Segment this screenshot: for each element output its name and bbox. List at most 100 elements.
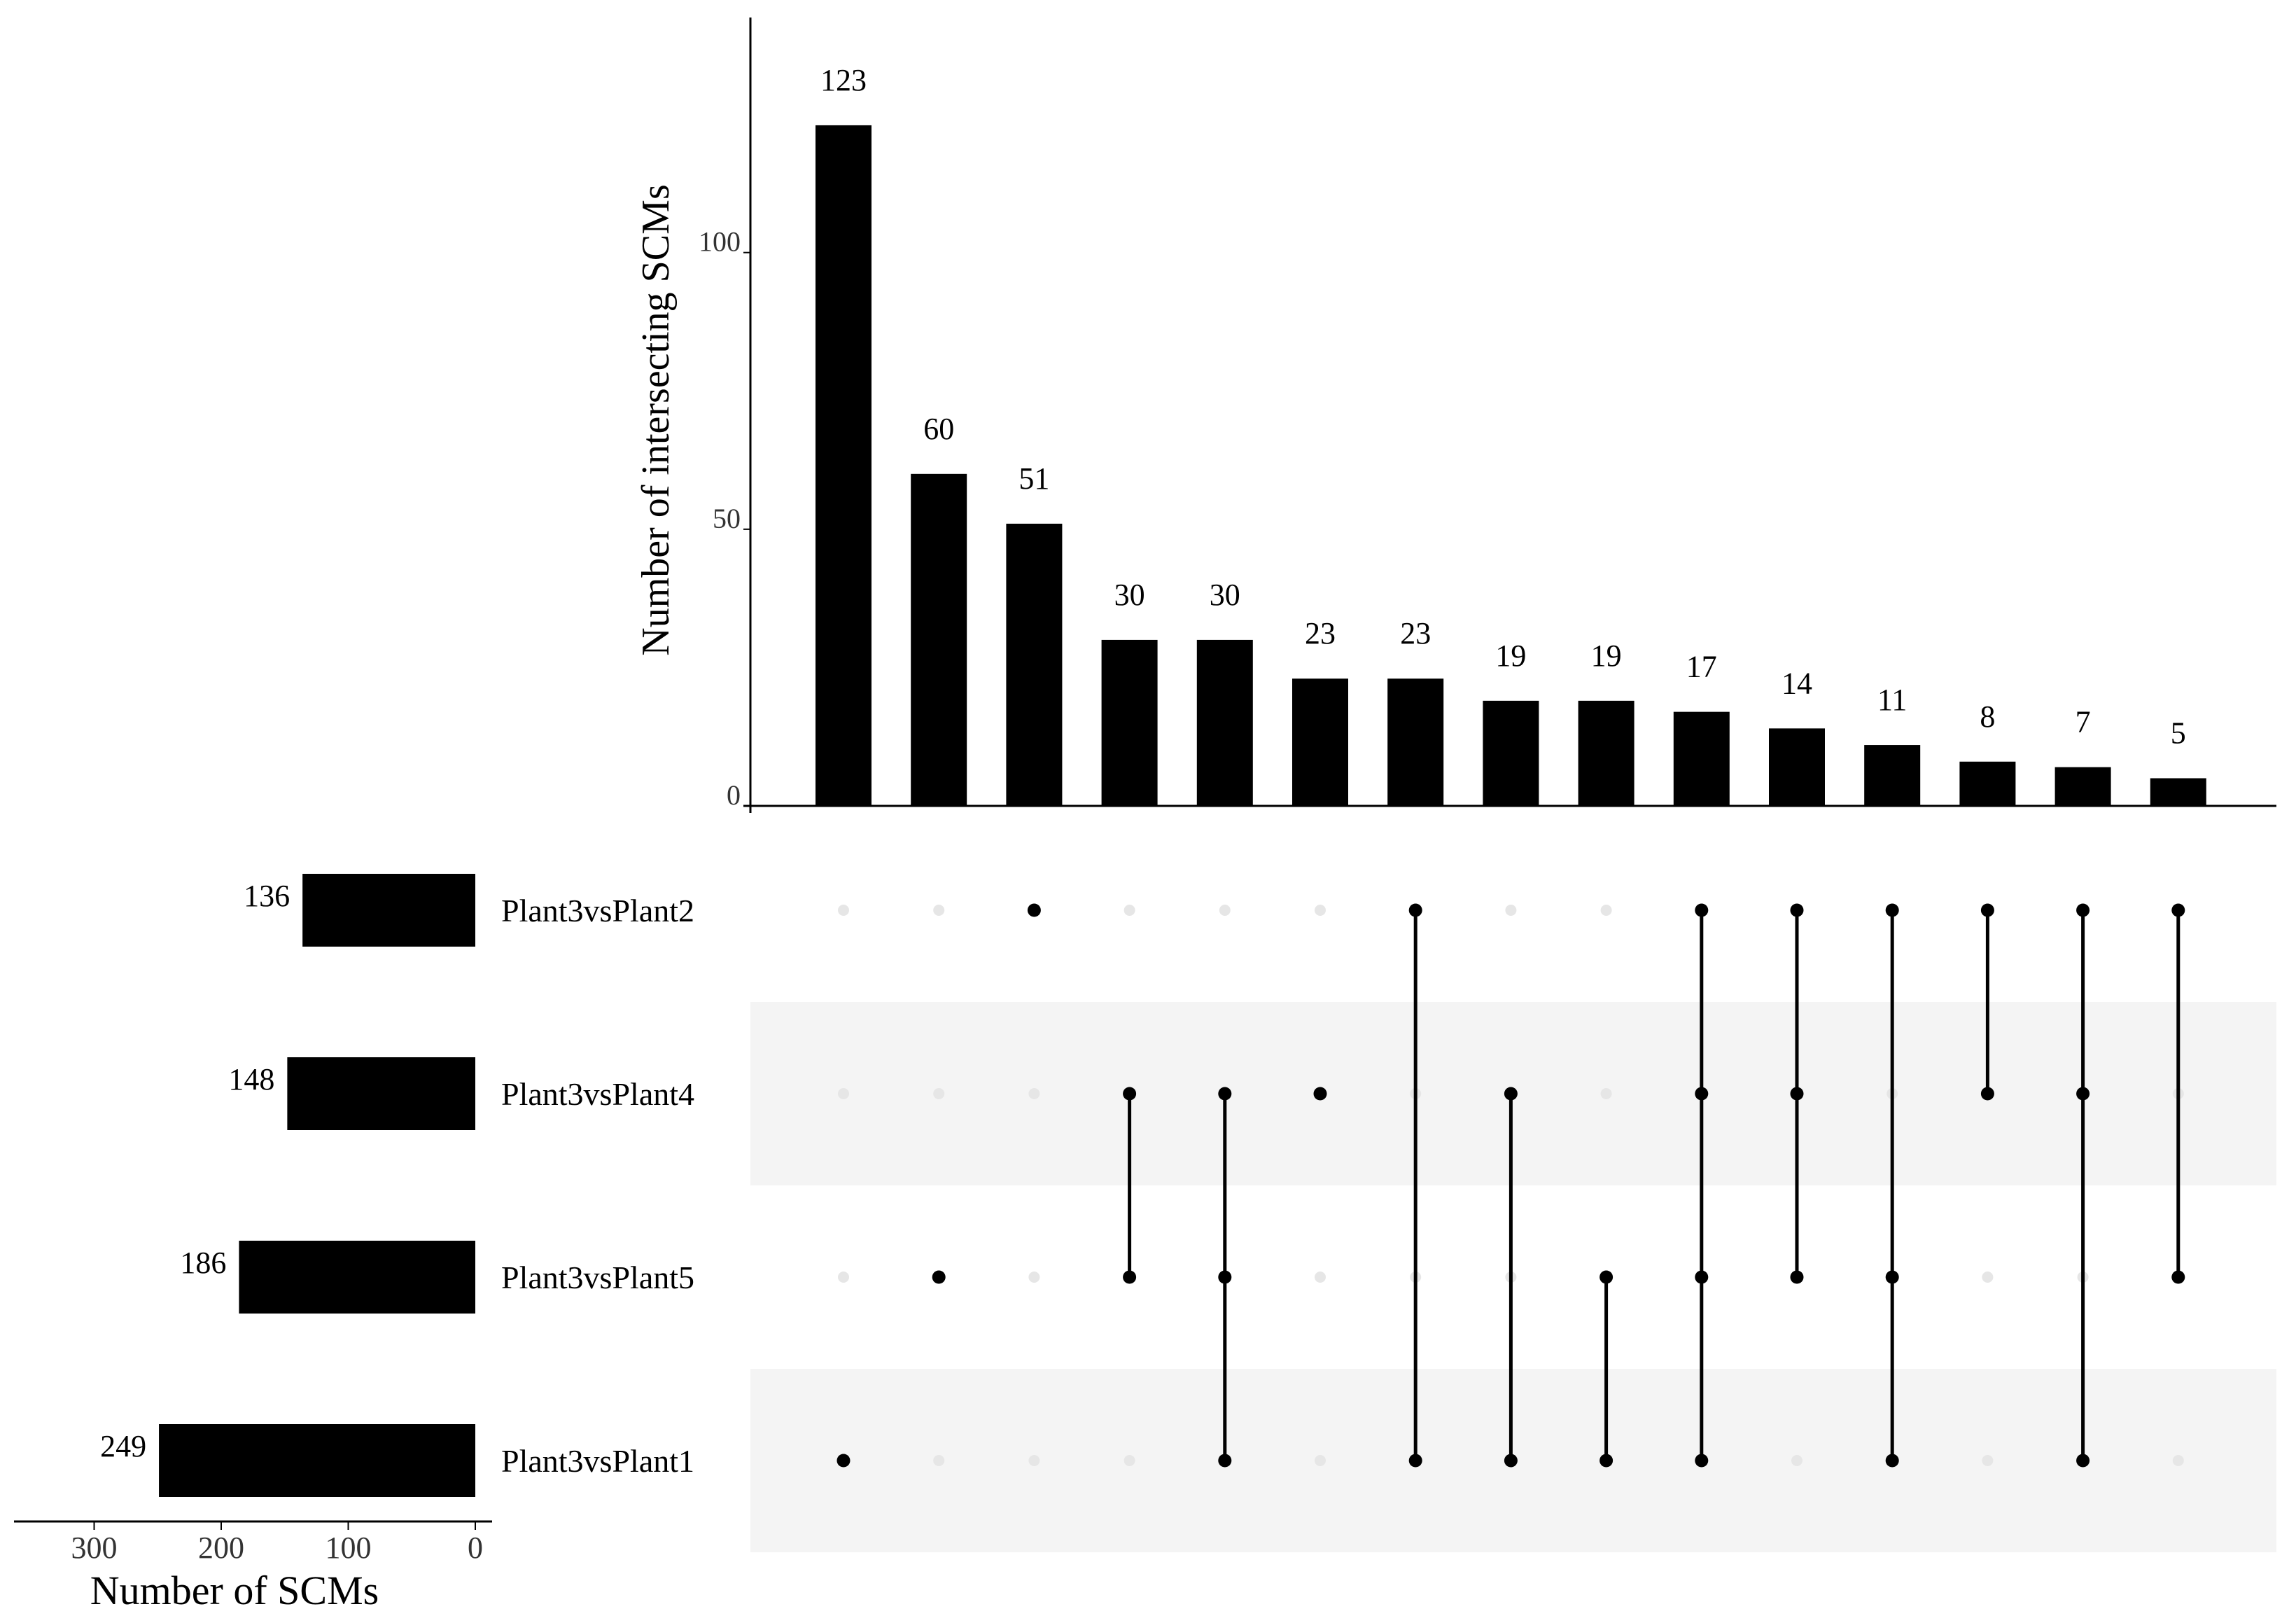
matrix-dot-inactive: [1219, 905, 1231, 916]
matrix-dot-active: [1695, 903, 1709, 917]
set-size-bar: [287, 1057, 475, 1130]
matrix-dot-inactive: [1315, 1272, 1326, 1283]
matrix-dot-inactive: [1600, 905, 1612, 916]
intersection-matrix: [836, 903, 2185, 1468]
matrix-dot-active: [2076, 1454, 2090, 1468]
matrix-dot-inactive: [1124, 1455, 1135, 1466]
set-size-value-label: 249: [100, 1429, 146, 1463]
matrix-dot-inactive: [838, 1272, 849, 1283]
matrix-dot-active: [2076, 1087, 2090, 1101]
intersection-value-label: 7: [2076, 705, 2091, 739]
intersection-bar: [1673, 711, 1730, 806]
matrix-dot-active: [2076, 903, 2090, 917]
intersection-value-label: 51: [1018, 461, 1049, 496]
set-size-tick-label: 0: [468, 1531, 483, 1565]
set-size-axis-title: Number of SCMs: [90, 1568, 379, 1613]
intersection-value-label: 19: [1591, 639, 1622, 673]
matrix-dot-inactive: [1982, 1455, 1994, 1466]
matrix-dot-active: [1695, 1087, 1709, 1101]
matrix-dot-inactive: [1028, 1088, 1040, 1099]
intersection-bar: [2054, 767, 2111, 806]
set-size-value-label: 186: [180, 1246, 226, 1280]
intersection-bar: [911, 473, 967, 806]
intersection-value-label: 5: [2171, 716, 2186, 750]
matrix-dot-active: [1885, 903, 1899, 917]
matrix-dot-inactive: [1028, 1272, 1040, 1283]
matrix-dot-inactive: [1315, 1455, 1326, 1466]
set-name-label: Plant3vsPlant5: [501, 1260, 694, 1295]
intersection-bar: [1292, 678, 1348, 806]
intersection-bar: [1196, 639, 1253, 806]
matrix-dot-inactive: [933, 1088, 945, 1099]
intersection-value-label: 123: [820, 63, 867, 97]
matrix-dot-active: [1695, 1454, 1709, 1468]
set-name-label: Plant3vsPlant1: [501, 1443, 694, 1479]
matrix-dot-active: [932, 1270, 946, 1284]
matrix-dot-active: [1885, 1454, 1899, 1468]
intersection-value-label: 14: [1782, 666, 1812, 700]
intersection-bar: [2150, 778, 2206, 806]
matrix-dot-active: [1123, 1270, 1137, 1284]
matrix-dot-inactive: [1982, 1272, 1994, 1283]
y-tick-label: 50: [713, 503, 741, 534]
set-name-label: Plant3vsPlant2: [501, 893, 694, 928]
matrix-dot-inactive: [1315, 905, 1326, 916]
matrix-dot-active: [1600, 1454, 1614, 1468]
matrix-dot-inactive: [1124, 905, 1135, 916]
intersection-value-label: 30: [1114, 578, 1145, 612]
matrix-dot-inactive: [1791, 1455, 1802, 1466]
intersection-value-label: 8: [1980, 699, 1995, 734]
matrix-dot-active: [2171, 1270, 2185, 1284]
intersection-bar: [1959, 761, 2016, 806]
matrix-dot-active: [1027, 903, 1041, 917]
matrix-dot-active: [1123, 1087, 1137, 1101]
intersection-value-label: 23: [1400, 616, 1431, 650]
matrix-dot-active: [1790, 903, 1804, 917]
set-size-value-label: 148: [228, 1062, 274, 1096]
intersection-bar: [1387, 678, 1444, 806]
intersection-bar: [1101, 639, 1158, 806]
set-size-tick-label: 100: [326, 1531, 372, 1565]
intersection-value-label: 30: [1210, 578, 1240, 612]
intersection-bar: [1769, 728, 1825, 806]
matrix-dot-active: [1695, 1270, 1709, 1284]
intersection-value-label: 23: [1305, 616, 1336, 650]
y-axis-title: Number of intersecting SCMs: [634, 184, 678, 655]
set-name-label: Plant3vsPlant4: [501, 1076, 694, 1112]
set-size-bar: [239, 1241, 475, 1314]
intersection-value-label: 17: [1686, 650, 1717, 684]
intersection-value-label: 19: [1495, 639, 1526, 673]
matrix-dot-active: [1504, 1454, 1518, 1468]
set-size-value-label: 136: [244, 879, 290, 913]
intersection-bar: [1578, 700, 1634, 806]
set-size-bar-chart: 136 Plant3vsPlant2 148 Plant3vsPlant4 186 Pla…: [14, 874, 694, 1613]
matrix-dot-active: [1980, 903, 1994, 917]
matrix-dot-active: [1408, 1454, 1422, 1468]
set-size-tick-label: 300: [71, 1531, 118, 1565]
matrix-dot-active: [1408, 903, 1422, 917]
matrix-dot-active: [1218, 1087, 1232, 1101]
matrix-dot-inactive: [838, 905, 849, 916]
matrix-dot-active: [836, 1454, 850, 1468]
intersection-bar: [1483, 700, 1539, 806]
matrix-dot-inactive: [933, 905, 945, 916]
matrix-dot-active: [1313, 1087, 1327, 1101]
matrix-dot-active: [1218, 1454, 1232, 1468]
matrix-dot-active: [1218, 1270, 1232, 1284]
y-tick-label: 100: [699, 226, 741, 258]
y-tick-label: 0: [727, 779, 741, 811]
set-size-bar: [302, 874, 475, 947]
intersection-bar: [1006, 523, 1063, 806]
matrix-dot-active: [1600, 1270, 1614, 1284]
set-size-bar: [159, 1424, 475, 1497]
matrix-dot-inactive: [1600, 1088, 1612, 1099]
matrix-dot-inactive: [2172, 1455, 2184, 1466]
intersection-value-label: 11: [1877, 683, 1907, 717]
intersection-value-label: 60: [923, 412, 954, 446]
intersection-bar: [816, 125, 872, 806]
matrix-dot-active: [2171, 903, 2185, 917]
matrix-dot-active: [1790, 1270, 1804, 1284]
